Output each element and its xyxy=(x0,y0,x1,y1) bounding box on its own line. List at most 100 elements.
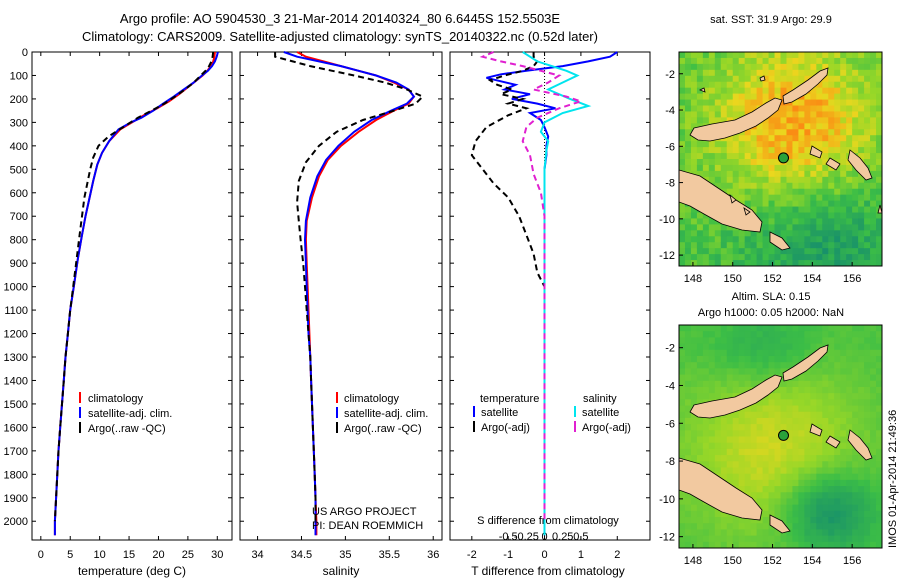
heatmap-cell xyxy=(786,355,794,363)
heatmap-cell xyxy=(828,200,835,208)
heatmap-cell xyxy=(690,206,698,214)
heatmap-cell xyxy=(762,479,770,487)
heatmap-cell xyxy=(696,374,704,382)
heatmap-cell xyxy=(720,254,728,261)
heatmap-cell xyxy=(852,374,859,382)
heatmap-cell xyxy=(804,63,811,71)
heatmap-cell xyxy=(804,374,811,382)
sla-map xyxy=(679,325,882,548)
heatmap-cell xyxy=(852,399,859,407)
heatmap-cell xyxy=(720,473,728,481)
heatmap-cell xyxy=(679,541,686,548)
heatmap-cell xyxy=(774,200,782,208)
heatmap-cell xyxy=(852,52,859,59)
heatmap-cell xyxy=(780,405,788,413)
heatmap-cell xyxy=(726,105,734,113)
heatmap-cell xyxy=(774,69,782,77)
heatmap-cell xyxy=(864,399,871,407)
heatmap-cell xyxy=(810,343,817,351)
heatmap-cell xyxy=(876,242,882,249)
heatmap-cell xyxy=(679,230,686,237)
heatmap-cell xyxy=(774,368,782,376)
heatmap-cell xyxy=(876,399,882,407)
heatmap-cell xyxy=(750,529,758,537)
heatmap-cell xyxy=(768,254,776,261)
heatmap-cell xyxy=(720,337,728,345)
heatmap-cell xyxy=(744,170,752,178)
new-guinea-land xyxy=(679,169,763,233)
heatmap-cell xyxy=(876,170,882,178)
heatmap-cell xyxy=(732,248,740,255)
heatmap-cell xyxy=(846,194,853,202)
heatmap-cell xyxy=(762,182,770,190)
heatmap-cell xyxy=(744,343,752,351)
heatmap-cell xyxy=(679,105,686,113)
heatmap-cell xyxy=(834,343,841,351)
heatmap-cell xyxy=(828,135,835,142)
heatmap-cell xyxy=(822,141,829,148)
heatmap-cell xyxy=(762,355,770,363)
heatmap-cell xyxy=(822,93,829,101)
heatmap-cell xyxy=(822,206,829,214)
heatmap-cell xyxy=(690,111,698,118)
heatmap-cell xyxy=(780,129,788,136)
heatmap-cell xyxy=(828,541,835,548)
heatmap-cell xyxy=(690,510,698,518)
heatmap-cell xyxy=(786,164,794,172)
heatmap-cell xyxy=(816,492,823,500)
heatmap-cell xyxy=(762,535,770,543)
heatmap-cell xyxy=(696,430,704,438)
heatmap-cell xyxy=(756,206,764,214)
heatmap-cell xyxy=(822,424,829,431)
heatmap-cell xyxy=(804,529,811,537)
heatmap-cell xyxy=(798,343,805,351)
temperature-legend-satellite: satellite-adj. clim. xyxy=(88,408,172,420)
sst-map xyxy=(679,52,882,266)
heatmap-cell xyxy=(852,467,859,475)
heatmap-cell xyxy=(738,52,746,59)
heatmap-cell xyxy=(858,182,865,190)
heatmap-cell xyxy=(762,442,770,450)
heatmap-cell xyxy=(864,386,871,394)
heatmap-cell xyxy=(870,479,877,487)
heatmap-cell xyxy=(792,99,800,107)
heatmap-cell xyxy=(870,117,877,124)
heatmap-cell xyxy=(756,541,764,548)
depth-tick-label: 1600 xyxy=(4,422,28,434)
heatmap-cell xyxy=(828,424,835,431)
sst-land xyxy=(679,67,882,251)
heatmap-cell xyxy=(679,424,686,431)
heatmap-cell xyxy=(792,254,800,261)
solomon-islands-land-2 xyxy=(769,423,841,534)
heatmap-cell xyxy=(762,141,770,148)
heatmap-cell xyxy=(810,236,817,243)
heatmap-cell xyxy=(840,176,847,184)
heatmap-cell xyxy=(804,224,811,231)
heatmap-cell xyxy=(870,455,877,462)
salinity-legend: climatology satellite-adj. clim. Argo(..… xyxy=(336,392,428,435)
heatmap-cell xyxy=(780,63,788,71)
heatmap-cell xyxy=(690,242,698,249)
heatmap-cell xyxy=(744,541,752,548)
heatmap-cell xyxy=(792,517,800,524)
heatmap-cell xyxy=(768,343,776,351)
heatmap-cell xyxy=(798,200,805,208)
heatmap-cell xyxy=(780,473,788,481)
s-tick-label: 0 xyxy=(541,531,547,543)
heatmap-cell xyxy=(756,467,764,475)
heatmap-cell xyxy=(750,467,758,475)
heatmap-cell xyxy=(738,75,746,83)
heatmap-cell xyxy=(822,248,829,255)
heatmap-cell xyxy=(780,331,788,338)
heatmap-cell xyxy=(762,473,770,481)
heatmap-cell xyxy=(822,523,829,531)
heatmap-cell xyxy=(732,194,740,202)
heatmap-cell xyxy=(774,123,782,130)
heatmap-cell xyxy=(804,105,811,113)
heatmap-cell xyxy=(810,242,817,249)
heatmap-cell xyxy=(852,504,859,512)
heatmap-cell xyxy=(864,325,871,332)
heatmap-cell xyxy=(762,374,770,382)
heatmap-cell xyxy=(714,436,722,444)
heatmap-cell xyxy=(846,486,853,493)
